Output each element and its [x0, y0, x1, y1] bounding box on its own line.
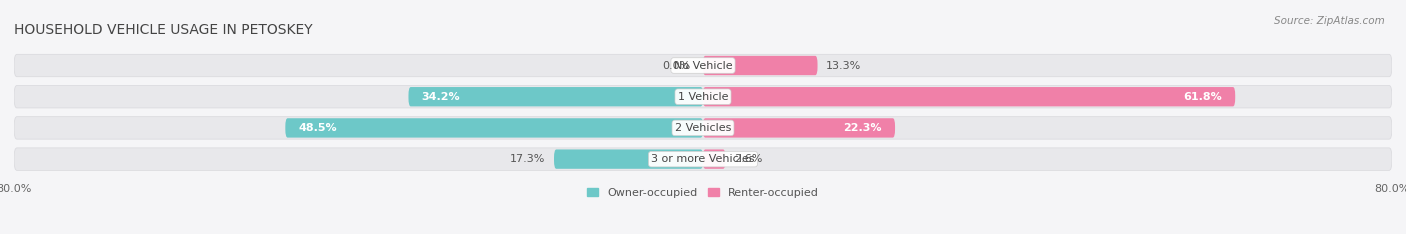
Text: 2.6%: 2.6% [734, 154, 762, 164]
FancyBboxPatch shape [703, 56, 817, 75]
Text: 17.3%: 17.3% [510, 154, 546, 164]
Text: 0.0%: 0.0% [662, 61, 690, 70]
FancyBboxPatch shape [409, 87, 703, 106]
Text: 22.3%: 22.3% [844, 123, 882, 133]
Text: 1 Vehicle: 1 Vehicle [678, 92, 728, 102]
FancyBboxPatch shape [703, 150, 725, 169]
FancyBboxPatch shape [14, 85, 1392, 108]
Text: HOUSEHOLD VEHICLE USAGE IN PETOSKEY: HOUSEHOLD VEHICLE USAGE IN PETOSKEY [14, 23, 312, 37]
Text: 3 or more Vehicles: 3 or more Vehicles [651, 154, 755, 164]
FancyBboxPatch shape [14, 148, 1392, 170]
Legend: Owner-occupied, Renter-occupied: Owner-occupied, Renter-occupied [582, 183, 824, 202]
Text: 61.8%: 61.8% [1184, 92, 1222, 102]
FancyBboxPatch shape [14, 54, 1392, 77]
Text: 48.5%: 48.5% [298, 123, 337, 133]
FancyBboxPatch shape [14, 117, 1392, 139]
FancyBboxPatch shape [703, 87, 1236, 106]
FancyBboxPatch shape [285, 118, 703, 138]
Text: 2 Vehicles: 2 Vehicles [675, 123, 731, 133]
Text: 34.2%: 34.2% [422, 92, 460, 102]
Text: No Vehicle: No Vehicle [673, 61, 733, 70]
Text: 13.3%: 13.3% [827, 61, 862, 70]
Text: Source: ZipAtlas.com: Source: ZipAtlas.com [1274, 16, 1385, 26]
FancyBboxPatch shape [554, 150, 703, 169]
FancyBboxPatch shape [703, 118, 896, 138]
